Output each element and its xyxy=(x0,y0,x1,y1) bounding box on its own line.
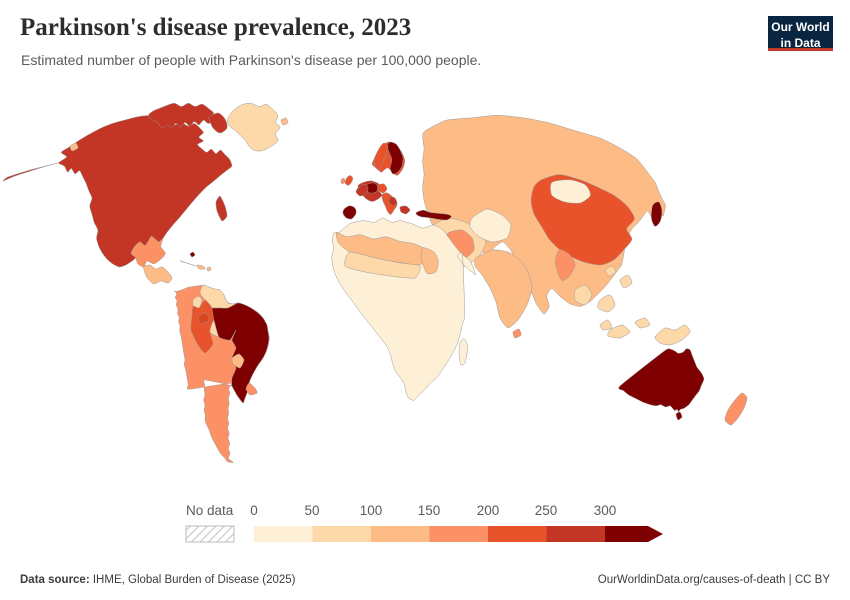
svg-text:0: 0 xyxy=(250,503,258,518)
svg-text:200: 200 xyxy=(477,503,500,518)
svg-text:100: 100 xyxy=(360,503,383,518)
svg-text:250: 250 xyxy=(535,503,558,518)
svg-text:50: 50 xyxy=(304,503,319,518)
svg-text:300: 300 xyxy=(594,503,617,518)
svg-text:150: 150 xyxy=(418,503,441,518)
svg-text:No data: No data xyxy=(186,503,234,518)
